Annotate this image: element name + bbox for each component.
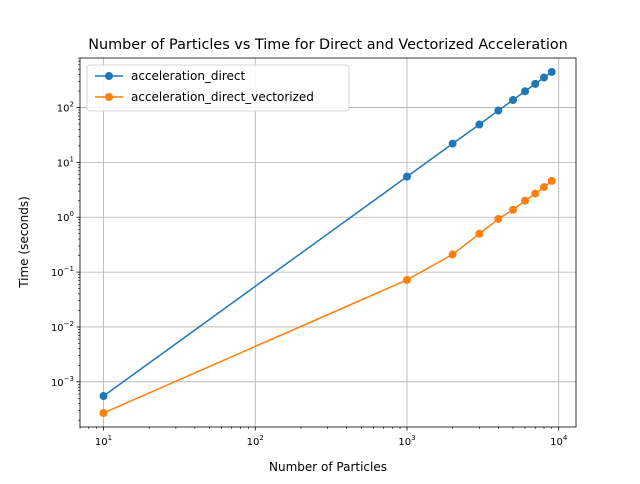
legend-swatch-marker bbox=[105, 93, 113, 101]
data-point bbox=[448, 250, 457, 259]
x-tick-label: 101 bbox=[95, 434, 112, 448]
axis-ticks: 101 102 103 104 10−3 10−2 10−1 100 101 102 bbox=[51, 57, 568, 448]
y-axis-label: Time (seconds) bbox=[17, 196, 31, 289]
x-tick-label: 104 bbox=[550, 434, 568, 448]
y-tick-label: 102 bbox=[57, 101, 74, 115]
legend: acceleration_direct acceleration_direct_v… bbox=[86, 64, 350, 112]
data-point bbox=[521, 87, 530, 96]
data-point bbox=[494, 106, 503, 115]
y-tick-label: 101 bbox=[57, 155, 74, 169]
data-point bbox=[475, 229, 484, 238]
data-point bbox=[402, 172, 411, 181]
y-tick-label: 10−3 bbox=[51, 375, 74, 389]
data-point bbox=[521, 196, 530, 205]
x-tick-label: 102 bbox=[247, 434, 264, 448]
series-line bbox=[103, 71, 553, 397]
data-point bbox=[99, 408, 108, 417]
x-tick-label: 103 bbox=[398, 434, 415, 448]
data-point bbox=[531, 189, 540, 198]
series-line bbox=[103, 180, 553, 414]
y-tick-label: 100 bbox=[57, 210, 74, 224]
data-point bbox=[509, 205, 518, 214]
legend-entry-label: acceleration_direct bbox=[131, 69, 246, 83]
data-point bbox=[402, 275, 411, 284]
x-axis-label: Number of Particles bbox=[269, 460, 387, 474]
data-point bbox=[448, 139, 457, 148]
data-point bbox=[494, 214, 503, 223]
legend-swatch-marker bbox=[105, 72, 113, 80]
data-point bbox=[475, 120, 484, 129]
legend-box bbox=[86, 64, 350, 112]
data-point bbox=[547, 67, 556, 76]
axes-frame bbox=[79, 57, 577, 428]
data-point bbox=[540, 183, 549, 192]
plot-series bbox=[99, 67, 556, 417]
data-point bbox=[509, 96, 518, 105]
data-point bbox=[531, 79, 540, 88]
legend-entry-label: acceleration_direct_vectorized bbox=[131, 90, 314, 104]
chart-title: Number of Particles vs Time for Direct a… bbox=[88, 37, 568, 53]
y-tick-label: 10−1 bbox=[51, 265, 74, 279]
data-point bbox=[540, 73, 549, 82]
y-tick-label: 10−2 bbox=[51, 320, 74, 334]
data-point bbox=[99, 392, 108, 401]
data-point bbox=[547, 176, 556, 185]
